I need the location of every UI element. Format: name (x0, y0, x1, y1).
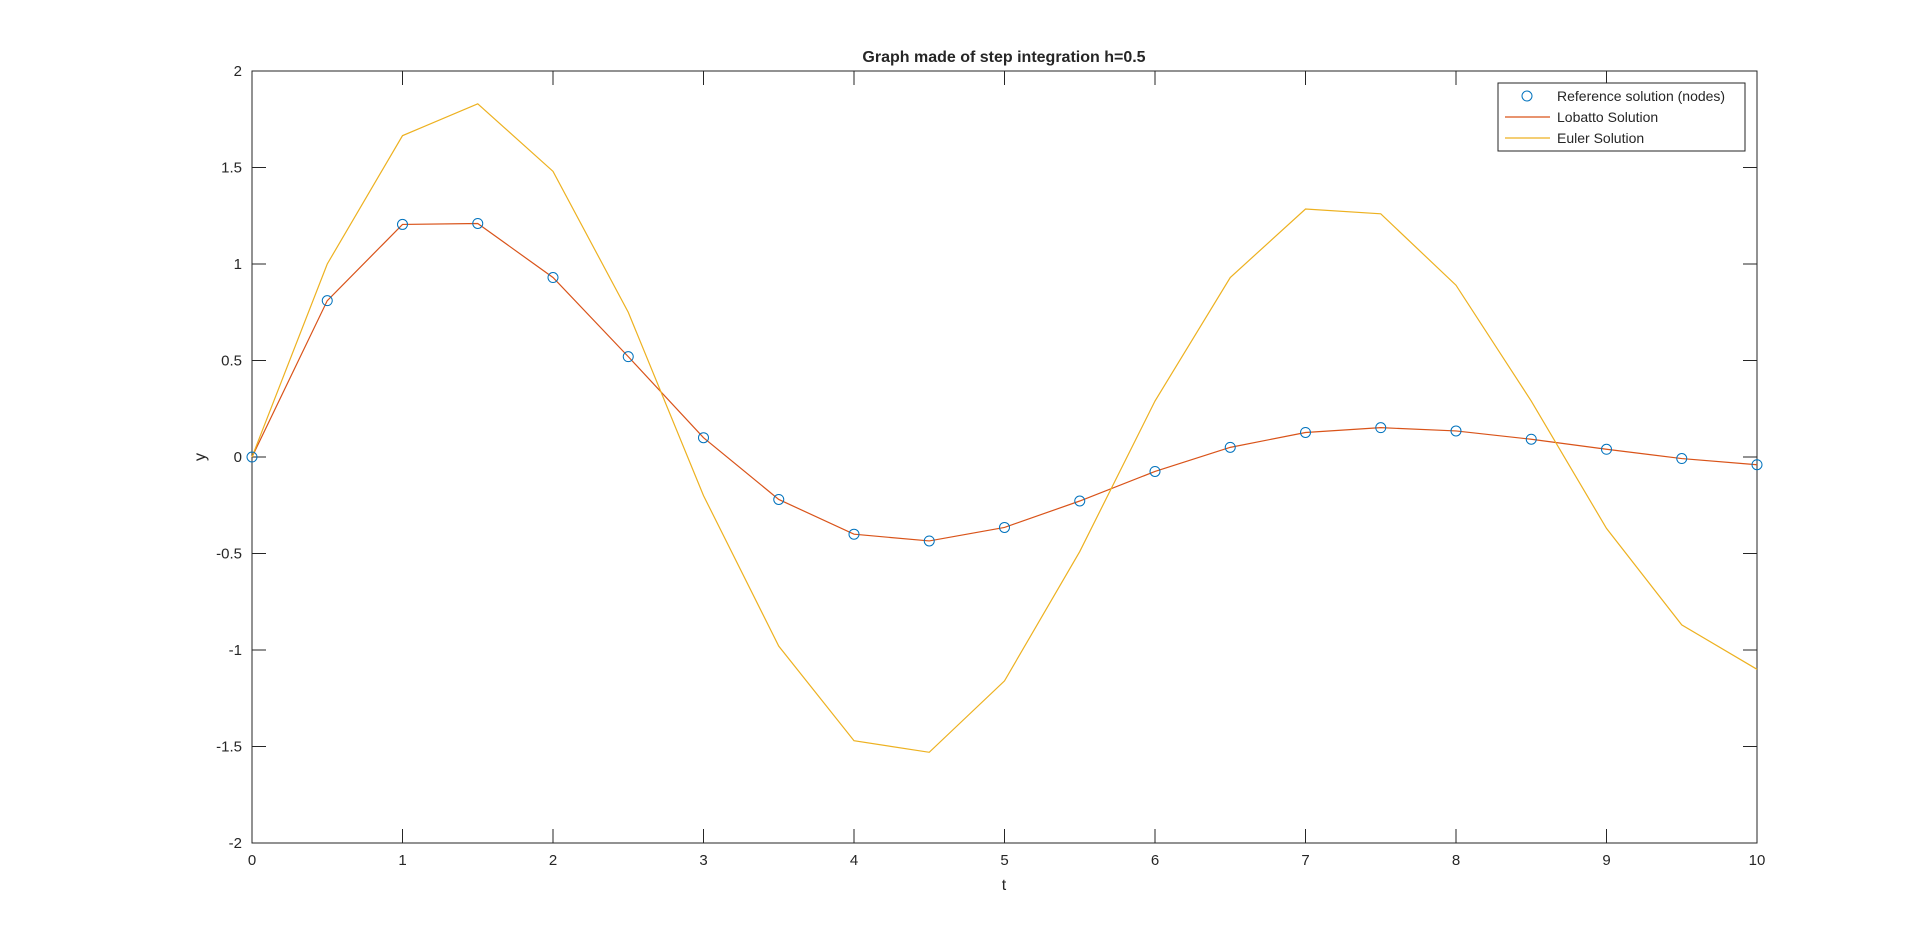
y-tick-label: 1 (234, 256, 242, 273)
data-point (1525, 433, 1537, 445)
x-tick-label: 2 (549, 852, 557, 869)
data-point (1149, 465, 1161, 477)
x-tick-label: 3 (699, 852, 707, 869)
legend-label: Lobatto Solution (1557, 109, 1658, 125)
x-tick-label: 8 (1452, 852, 1460, 869)
x-tick-label: 4 (850, 852, 858, 869)
legend-label: Euler Solution (1557, 130, 1644, 146)
data-point (1375, 422, 1387, 434)
chart-title: Graph made of step integration h=0.5 (862, 49, 1145, 66)
data-point (321, 295, 333, 307)
legend-marker (1521, 90, 1533, 102)
y-tick-label: -1.5 (216, 739, 242, 756)
data-point (1601, 443, 1612, 455)
data-point (1450, 425, 1462, 437)
legend-item: Lobatto Solution (1505, 109, 1658, 125)
x-axis-label: t (1002, 877, 1007, 894)
data-point (1074, 495, 1086, 507)
y-tick-label: -2 (229, 835, 242, 852)
data-point (1300, 426, 1311, 438)
x-tick-label: 6 (1151, 852, 1159, 869)
legend-items: Reference solution (nodes) Lobatto Soluti… (1505, 88, 1725, 146)
data-point (1224, 441, 1236, 453)
y-tick-label: -1 (229, 642, 242, 659)
series-line-2 (251, 103, 1758, 753)
y-tick-label: 0.5 (221, 353, 242, 370)
y-tick-label: 0 (234, 449, 242, 466)
series-layer (246, 103, 1763, 753)
x-tick-label: 10 (1749, 852, 1766, 869)
data-point (923, 535, 935, 547)
data-point (397, 218, 408, 230)
legend[interactable]: Reference solution (nodes) Lobatto Soluti… (1497, 82, 1746, 152)
data-point (999, 521, 1010, 533)
data-point (848, 528, 860, 540)
y-axis-label: y (192, 453, 209, 461)
data-point (246, 451, 258, 463)
x-tick-label: 5 (1000, 852, 1008, 869)
x-tick-label: 0 (248, 852, 256, 869)
x-tick-label: 1 (398, 852, 406, 869)
data-point (698, 432, 709, 444)
legend-item: Reference solution (nodes) (1521, 88, 1725, 104)
plot-area (251, 70, 1758, 844)
data-point (547, 272, 559, 284)
x-tick-label: 9 (1602, 852, 1610, 869)
y-tick-label: 1.5 (221, 160, 242, 177)
legend-label: Reference solution (nodes) (1557, 88, 1725, 104)
x-tick-label: 7 (1301, 852, 1309, 869)
data-point (622, 351, 634, 363)
data-point (1676, 453, 1688, 465)
series-line-1 (251, 222, 1758, 542)
data-point (1751, 459, 1763, 471)
data-point (472, 217, 484, 229)
y-tick-label: 2 (234, 63, 242, 80)
data-point (773, 493, 785, 505)
legend-item: Euler Solution (1505, 130, 1644, 146)
y-tick-label: -0.5 (216, 546, 242, 563)
